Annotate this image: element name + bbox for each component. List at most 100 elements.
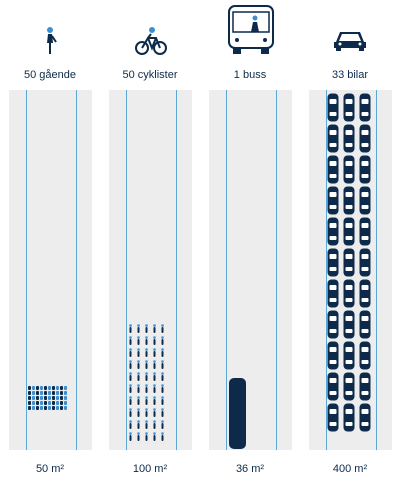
lane-line — [276, 90, 277, 450]
car-topview — [359, 93, 371, 122]
pedestrian-figure — [28, 386, 31, 390]
pedestrian-figure — [36, 396, 39, 400]
pedestrian-figure — [36, 401, 39, 405]
pedestrian-figure — [56, 396, 59, 400]
lane-line — [76, 90, 77, 450]
car-topview — [343, 186, 355, 215]
cyclist-figure — [144, 417, 149, 429]
cyclist-figure — [144, 369, 149, 381]
car-topview — [327, 341, 339, 370]
car-topview — [327, 93, 339, 122]
pedestrian-grid — [28, 386, 67, 410]
cyclist-figure — [128, 393, 133, 405]
car-topview — [359, 372, 371, 401]
bicycle-icon — [135, 26, 167, 61]
pedestrian-figure — [44, 401, 47, 405]
car-topview — [343, 93, 355, 122]
cyclist-figure — [128, 381, 133, 393]
cyclist-figure — [160, 381, 165, 393]
lane-line — [376, 90, 377, 450]
pedestrian-figure — [40, 396, 43, 400]
car-label: 33 bilar — [331, 69, 369, 81]
cyclist-figure — [144, 393, 149, 405]
car-area: 400 m² — [332, 463, 368, 475]
cyclist-lane — [109, 90, 192, 450]
pedestrian-figure — [64, 391, 67, 395]
pedestrian-lane — [9, 90, 92, 450]
cyclist-figure — [144, 357, 149, 369]
cyclist-figure — [136, 381, 141, 393]
cyclist-grid — [128, 321, 165, 441]
pedestrian-figure — [52, 401, 55, 405]
cyclist-figure — [160, 345, 165, 357]
cyclist-figure — [144, 321, 149, 333]
car-topview — [327, 186, 339, 215]
cyclist-figure — [136, 369, 141, 381]
cyclist-figure — [160, 369, 165, 381]
cyclist-figure — [152, 333, 157, 345]
car-topview — [327, 310, 339, 339]
car-topview — [343, 217, 355, 246]
cyclist-figure — [136, 333, 141, 345]
car-topview — [359, 124, 371, 153]
cyclist-figure — [152, 417, 157, 429]
pedestrian-figure — [32, 396, 35, 400]
cyclist-figure — [144, 405, 149, 417]
pedestrian-figure — [40, 391, 43, 395]
cyclist-figure — [128, 417, 133, 429]
pedestrian-figure — [44, 396, 47, 400]
car-topview — [327, 248, 339, 277]
cyclist-figure — [160, 321, 165, 333]
cyclist-figure — [136, 357, 141, 369]
cyclist-figure — [144, 333, 149, 345]
pedestrian-figure — [36, 391, 39, 395]
car-topview — [327, 372, 339, 401]
pedestrian-figure — [64, 401, 67, 405]
cyclist-figure — [152, 321, 157, 333]
cyclist-figure — [128, 321, 133, 333]
pedestrian-figure — [56, 391, 59, 395]
car-topview — [359, 248, 371, 277]
cyclist-figure — [136, 417, 141, 429]
cyclist-figure — [136, 405, 141, 417]
cyclist-figure — [136, 321, 141, 333]
pedestrian-figure — [32, 406, 35, 410]
bus-label: 1 buss — [233, 69, 267, 81]
bus-shape — [229, 378, 246, 449]
pedestrian-icon — [42, 26, 58, 61]
pedestrian-area: 50 m² — [35, 463, 65, 475]
pedestrian-figure — [48, 386, 51, 390]
pedestrian-figure — [44, 391, 47, 395]
pedestrian-figure — [32, 401, 35, 405]
car-grid — [327, 93, 371, 432]
pedestrian-figure — [44, 386, 47, 390]
pedestrian-figure — [60, 396, 63, 400]
lane-line — [126, 90, 127, 450]
cyclist-label: 50 cyklister — [122, 69, 178, 81]
cyclist-figure — [160, 357, 165, 369]
lane-line — [176, 90, 177, 450]
lane-line — [26, 90, 27, 450]
cyclist-figure — [152, 345, 157, 357]
lane-line — [326, 90, 327, 450]
pedestrian-figure — [32, 391, 35, 395]
cyclist-figure — [128, 333, 133, 345]
car-topview — [359, 186, 371, 215]
cyclist-figure — [128, 345, 133, 357]
cyclist-figure — [128, 429, 133, 441]
cyclist-figure — [152, 381, 157, 393]
pedestrian-figure — [56, 401, 59, 405]
pedestrian-figure — [52, 396, 55, 400]
cyclist-figure — [152, 393, 157, 405]
pedestrian-label: 50 gående — [24, 69, 76, 81]
pedestrian-figure — [60, 391, 63, 395]
car-topview — [359, 310, 371, 339]
car-topview — [343, 248, 355, 277]
pedestrian-figure — [60, 386, 63, 390]
pedestrian-figure — [48, 391, 51, 395]
pedestrian-figure — [40, 401, 43, 405]
cyclist-figure — [160, 393, 165, 405]
car-topview — [327, 217, 339, 246]
pedestrian-figure — [52, 391, 55, 395]
car-topview — [343, 403, 355, 432]
